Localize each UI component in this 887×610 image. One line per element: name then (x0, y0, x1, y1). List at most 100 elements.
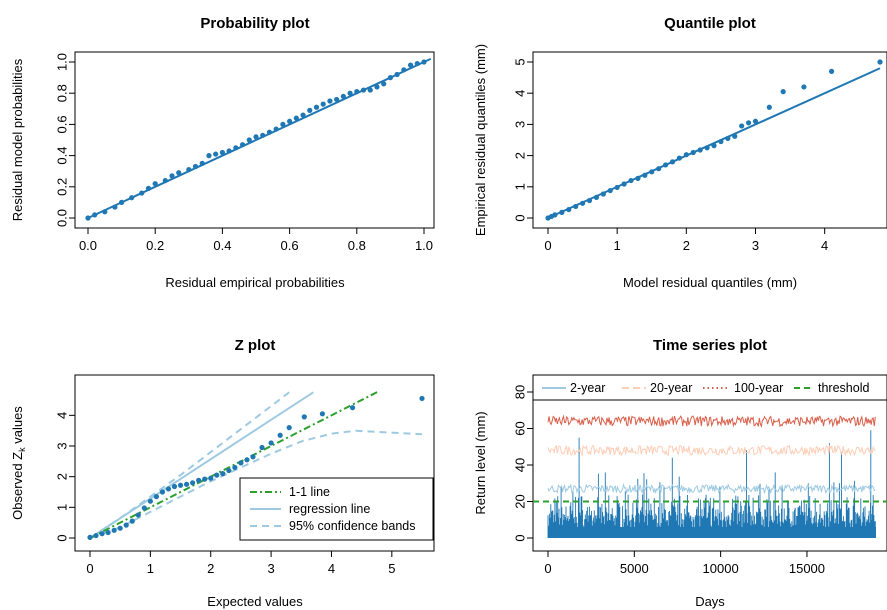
data-point (139, 190, 145, 196)
probability-plot-frame (74, 51, 435, 229)
data-point (162, 177, 168, 184)
data-point (360, 87, 367, 93)
data-point (153, 494, 159, 500)
data-point (628, 177, 634, 184)
data-point (208, 475, 214, 481)
legend-one-to-one: 1-1 line (289, 485, 330, 499)
data-point (614, 184, 620, 191)
quantile-plot-frame (532, 51, 887, 229)
data-point (246, 137, 252, 143)
y-tick-label: 0.2 (54, 178, 69, 196)
y-tick-label: 3 (54, 442, 69, 449)
data-point (190, 480, 196, 486)
x-tick-label: 0.0 (79, 238, 97, 253)
x-tick-label: 2 (207, 561, 214, 576)
data-point (347, 90, 353, 96)
probability-plot-marks (85, 57, 432, 221)
y-tick-label: 0.6 (54, 115, 69, 133)
probability-plot-title: Probability plot (200, 15, 309, 32)
data-point (683, 152, 689, 158)
level-2-year-line (547, 482, 876, 495)
data-point (367, 87, 373, 93)
data-point (176, 170, 182, 176)
data-point (250, 454, 256, 460)
x-tick-label: 15000 (789, 561, 825, 576)
z-plot-frame (74, 374, 435, 552)
data-point (152, 181, 158, 187)
data-point (105, 529, 111, 536)
z-x-axis: 0 1 2 3 4 5 (86, 551, 395, 576)
y-tick-label: 20 (512, 494, 527, 508)
data-point (320, 101, 326, 107)
x-tick-label: 4 (328, 561, 335, 576)
data-point (147, 498, 153, 504)
data-point (387, 75, 393, 81)
time-series-marks (533, 414, 887, 538)
data-point (419, 395, 425, 402)
data-point (600, 191, 606, 197)
data-point (226, 467, 232, 474)
data-point (745, 120, 752, 126)
data-point (676, 155, 683, 161)
data-point (286, 425, 292, 431)
x-tick-label: 5 (388, 561, 395, 576)
x-tick-label: 0 (86, 561, 93, 576)
data-point (268, 440, 274, 446)
data-point (635, 175, 641, 181)
data-point (171, 483, 178, 490)
data-point (186, 167, 192, 173)
legend-bands: 95% confidence bands (289, 519, 415, 533)
quantile-x-axis: 0 1 2 3 4 (544, 228, 828, 253)
data-point (259, 444, 265, 451)
data-point (123, 522, 129, 528)
probability-x-axis: 0.0 0.2 0.4 0.6 0.8 1.0 (79, 228, 433, 253)
data-point (253, 134, 259, 140)
data-point (394, 71, 400, 78)
data-point (669, 159, 676, 165)
legend-100-year: 100-year (734, 381, 783, 395)
data-point (649, 169, 655, 175)
data-point (129, 518, 135, 524)
z-plot-title: Z plot (235, 337, 276, 354)
data-point (621, 181, 627, 187)
lower-confidence-band (89, 429, 423, 539)
y-tick-label: 3 (512, 121, 527, 128)
data-point (169, 173, 175, 179)
one-to-one-line (87, 57, 432, 219)
y-tick-label: 40 (512, 458, 527, 472)
data-point (739, 123, 745, 129)
data-point (552, 212, 558, 218)
x-tick-label: 3 (752, 238, 759, 253)
probability-y-label: Residual model probabilities (10, 58, 25, 221)
data-point (334, 96, 340, 103)
data-point (177, 482, 184, 488)
data-point (238, 460, 244, 466)
time-series-y-axis: 0 20 40 60 80 (512, 385, 533, 542)
data-point (111, 527, 117, 533)
data-point (273, 126, 279, 132)
x-tick-label: 10000 (703, 561, 739, 576)
data-point (93, 532, 99, 539)
probability-plot-panel: Probability plot 0.0 0.2 0.4 0.6 0.8 1.0 0.00… (10, 15, 435, 290)
x-tick-label: 0.2 (146, 238, 164, 253)
legend-regression: regression line (289, 502, 370, 516)
y-tick-label: 2 (54, 473, 69, 480)
data-point (559, 209, 565, 215)
data-point (354, 89, 360, 95)
data-point (226, 148, 232, 154)
y-tick-label: 0.0 (54, 209, 69, 227)
data-point (877, 59, 883, 65)
data-point (300, 112, 306, 118)
y-tick-label: 0.8 (54, 84, 69, 102)
data-point (119, 199, 125, 205)
z-plot-marks (87, 389, 425, 540)
data-point (244, 457, 250, 463)
data-point (102, 209, 108, 215)
data-point (340, 93, 346, 99)
x-tick-label: 1 (147, 561, 154, 576)
data-point (202, 476, 208, 482)
data-point (381, 81, 387, 87)
data-point (566, 206, 572, 213)
x-tick-label: 0 (544, 238, 551, 253)
data-point (718, 138, 724, 145)
